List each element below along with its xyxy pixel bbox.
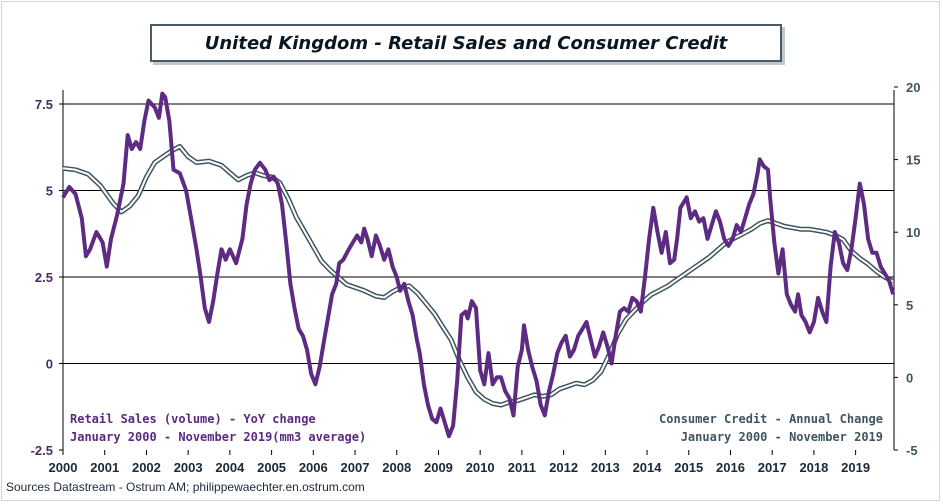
legend-retail-sales: Retail Sales (volume) - YoY change Janua… [70, 410, 366, 446]
title-box: United Kingdom - Retail Sales and Consum… [150, 24, 782, 62]
x-tick-label-4: 2004 [215, 460, 245, 475]
x-tick-label-2: 2002 [132, 460, 161, 475]
series-consumer-credit-line [62, 145, 894, 406]
x-tick-label-13: 2013 [591, 460, 620, 475]
x-tick-label-8: 2008 [382, 460, 411, 475]
legend-retail-line2: January 2000 - November 2019(mm3 average… [70, 430, 367, 444]
x-tick-label-9: 2009 [424, 460, 453, 475]
left-tick-label-2: 2.5 [35, 270, 53, 285]
left-tick-label-4: -2.5 [31, 443, 53, 458]
x-tick-label-11: 2011 [508, 460, 536, 475]
legend-credit-line2: January 2000 - November 2019 [680, 430, 883, 444]
source-note: Sources Datastream - Ostrum AM; philippe… [6, 480, 365, 494]
left-axis-ticks: 7.5 5 2.5 0 -2.5 [31, 97, 63, 458]
x-tick-label-6: 2006 [299, 460, 328, 475]
x-tick-label-0: 2000 [49, 460, 78, 475]
left-tick-label-3: 0 [46, 357, 53, 372]
series-retail-sales-line [61, 91, 896, 439]
x-tick-label-12: 2012 [549, 460, 578, 475]
x-tick-label-5: 2005 [257, 460, 286, 475]
right-tick-label-3: 5 [906, 298, 913, 313]
right-tick-label-1: 15 [906, 153, 920, 168]
x-axis-ticks: 2000 2001 2002 2003 2004 2005 2006 2007 2008 2009… [49, 450, 870, 475]
x-tick-label-19: 2019 [841, 460, 870, 475]
right-tick-label-5: -5 [906, 443, 918, 458]
legend-retail-line1: Retail Sales (volume) - YoY change [70, 412, 316, 426]
legend-consumer-credit: Consumer Credit - Annual Change January … [659, 410, 883, 446]
x-tick-label-16: 2016 [716, 460, 745, 475]
series-layer [61, 91, 896, 439]
x-tick-label-14: 2014 [633, 460, 663, 475]
legend-credit-line1: Consumer Credit - Annual Change [659, 412, 883, 426]
left-tick-label-0: 7.5 [35, 97, 53, 112]
chart-title: United Kingdom - Retail Sales and Consum… [204, 32, 728, 54]
right-axis-ticks: 20 15 10 5 0 -5 [894, 80, 920, 458]
right-tick-label-0: 20 [906, 80, 920, 95]
right-tick-label-2: 10 [906, 225, 920, 240]
x-tick-label-7: 2007 [341, 460, 370, 475]
x-tick-label-17: 2017 [758, 460, 787, 475]
x-tick-label-1: 2001 [90, 460, 119, 475]
x-tick-label-3: 2003 [174, 460, 203, 475]
x-tick-label-15: 2015 [674, 460, 703, 475]
left-tick-label-1: 5 [46, 184, 53, 199]
x-tick-label-10: 2010 [466, 460, 495, 475]
right-tick-label-4: 0 [906, 370, 913, 385]
x-tick-label-18: 2018 [799, 460, 828, 475]
